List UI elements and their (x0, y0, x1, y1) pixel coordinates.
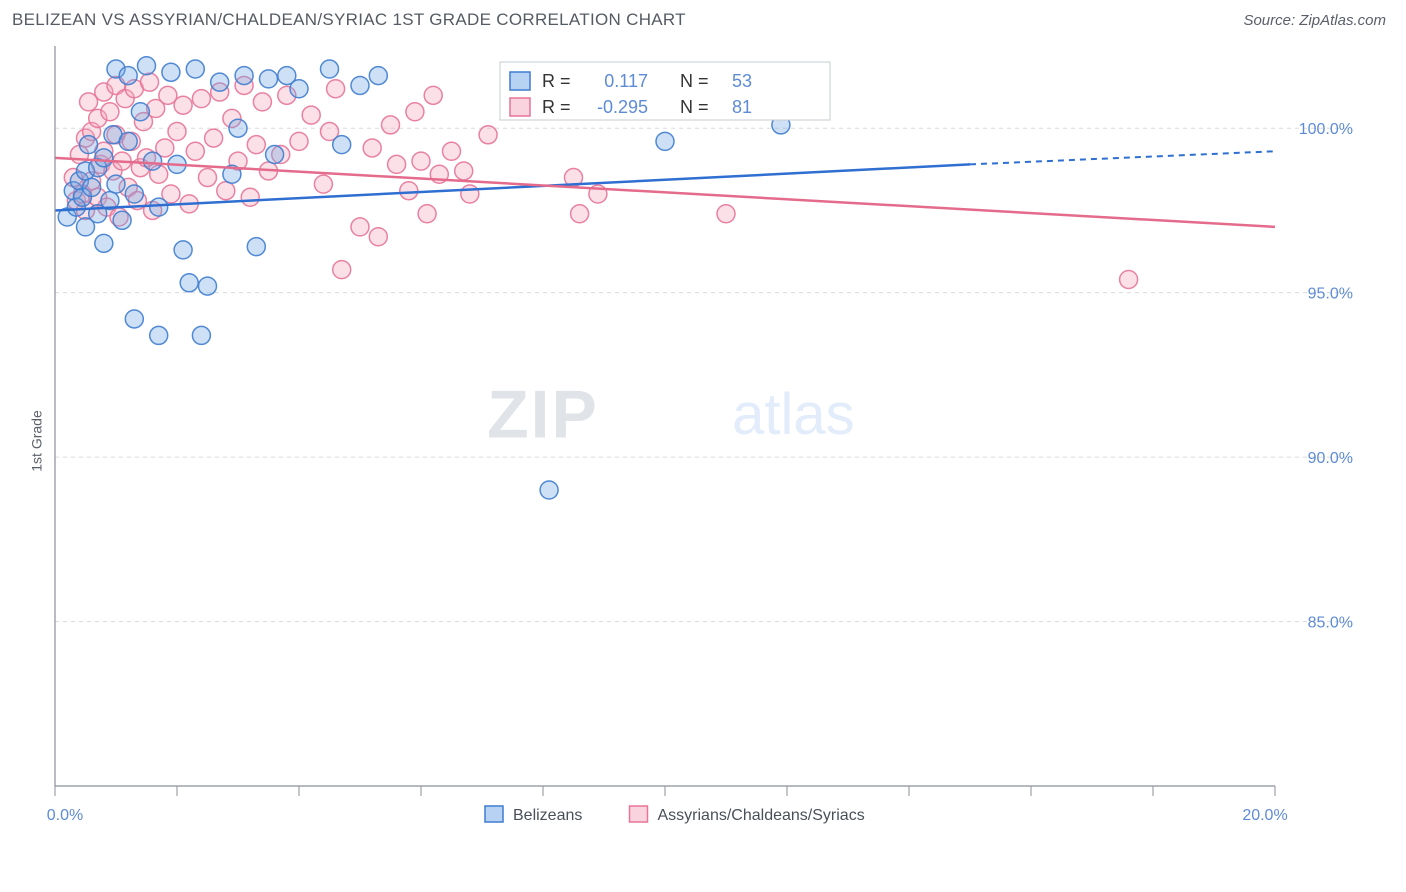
data-point (162, 63, 180, 81)
data-point (211, 73, 229, 91)
legend-swatch (485, 806, 503, 822)
correlation-scatter-chart: 100.0% 95.0% 90.0% 85.0% ZIP atlas 0.0% 20.0% R … (0, 36, 1406, 846)
y-tick-label: 100.0% (1299, 121, 1353, 138)
data-point (192, 326, 210, 344)
data-point (229, 119, 247, 137)
data-point (95, 234, 113, 252)
data-point (150, 198, 168, 216)
data-point (571, 205, 589, 223)
data-point (241, 188, 259, 206)
y-tick-label: 95.0% (1308, 286, 1353, 303)
data-point (101, 103, 119, 121)
data-point (186, 142, 204, 160)
legend-n-label: N = (680, 97, 709, 117)
chart-header: BELIZEAN VS ASSYRIAN/CHALDEAN/SYRIAC 1ST… (0, 0, 1406, 36)
legend-r-label: R = (542, 97, 571, 117)
data-point (314, 175, 332, 193)
data-point (125, 185, 143, 203)
y-tick-label: 85.0% (1308, 615, 1353, 632)
data-point (388, 155, 406, 173)
watermark-zip: ZIP (487, 376, 599, 452)
data-point (424, 86, 442, 104)
x-tick-label: 20.0% (1242, 807, 1287, 824)
data-point (83, 178, 101, 196)
data-point (412, 152, 430, 170)
data-point (138, 57, 156, 75)
data-point (253, 93, 271, 111)
data-point (168, 123, 186, 141)
data-point (186, 60, 204, 78)
data-point (363, 139, 381, 157)
y-tick-label: 90.0% (1308, 450, 1353, 467)
trend-line (55, 164, 970, 210)
data-point (144, 152, 162, 170)
data-point (247, 136, 265, 154)
data-point (95, 149, 113, 167)
chart-title: BELIZEAN VS ASSYRIAN/CHALDEAN/SYRIAC 1ST… (12, 10, 686, 30)
legend-swatch (510, 98, 530, 116)
watermark-atlas: atlas (732, 382, 855, 447)
trend-line (55, 158, 1275, 227)
data-point (131, 103, 149, 121)
data-point (479, 126, 497, 144)
data-point (174, 96, 192, 114)
data-point (247, 238, 265, 256)
data-point (150, 326, 168, 344)
data-point (125, 310, 143, 328)
data-point (217, 182, 235, 200)
legend-n-value: 81 (732, 97, 752, 117)
legend-r-value: -0.295 (597, 97, 648, 117)
data-point (540, 481, 558, 499)
data-point (369, 67, 387, 85)
data-point (199, 277, 217, 295)
x-tick-label: 0.0% (47, 807, 83, 824)
trend-line-extrapolated (970, 151, 1275, 164)
data-point (290, 80, 308, 98)
legend-series-name: Assyrians/Chaldeans/Syriacs (658, 807, 865, 824)
data-point (333, 261, 351, 279)
y-axis-label: 1st Grade (29, 410, 45, 471)
legend-swatch (510, 72, 530, 90)
data-point (406, 103, 424, 121)
legend-series-name: Belizeans (513, 807, 582, 824)
data-point (260, 70, 278, 88)
data-point (717, 205, 735, 223)
data-point (180, 274, 198, 292)
data-point (141, 73, 159, 91)
data-point (1120, 271, 1138, 289)
data-point (119, 67, 137, 85)
legend-r-label: R = (542, 71, 571, 91)
data-point (321, 60, 339, 78)
data-point (107, 175, 125, 193)
data-point (418, 205, 436, 223)
data-point (192, 90, 210, 108)
data-point (199, 169, 217, 187)
data-point (266, 146, 284, 164)
data-point (290, 132, 308, 150)
data-point (302, 106, 320, 124)
chart-source: Source: ZipAtlas.com (1243, 12, 1386, 29)
data-point (455, 162, 473, 180)
data-point (174, 241, 192, 259)
data-point (461, 185, 479, 203)
data-point (327, 80, 345, 98)
data-point (113, 211, 131, 229)
data-point (656, 132, 674, 150)
data-point (351, 218, 369, 236)
chart-area: 1st Grade 100.0% 95.0% 90.0% 85.0% ZIP atlas 0… (0, 36, 1406, 846)
data-point (443, 142, 461, 160)
data-point (351, 76, 369, 94)
legend-n-label: N = (680, 71, 709, 91)
legend-n-value: 53 (732, 71, 752, 91)
data-point (119, 132, 137, 150)
legend-r-value: 0.117 (604, 71, 648, 91)
data-point (205, 129, 223, 147)
data-point (400, 182, 418, 200)
data-point (235, 67, 253, 85)
data-point (382, 116, 400, 134)
data-point (369, 228, 387, 246)
legend-swatch (630, 806, 648, 822)
data-point (333, 136, 351, 154)
data-point (80, 136, 98, 154)
